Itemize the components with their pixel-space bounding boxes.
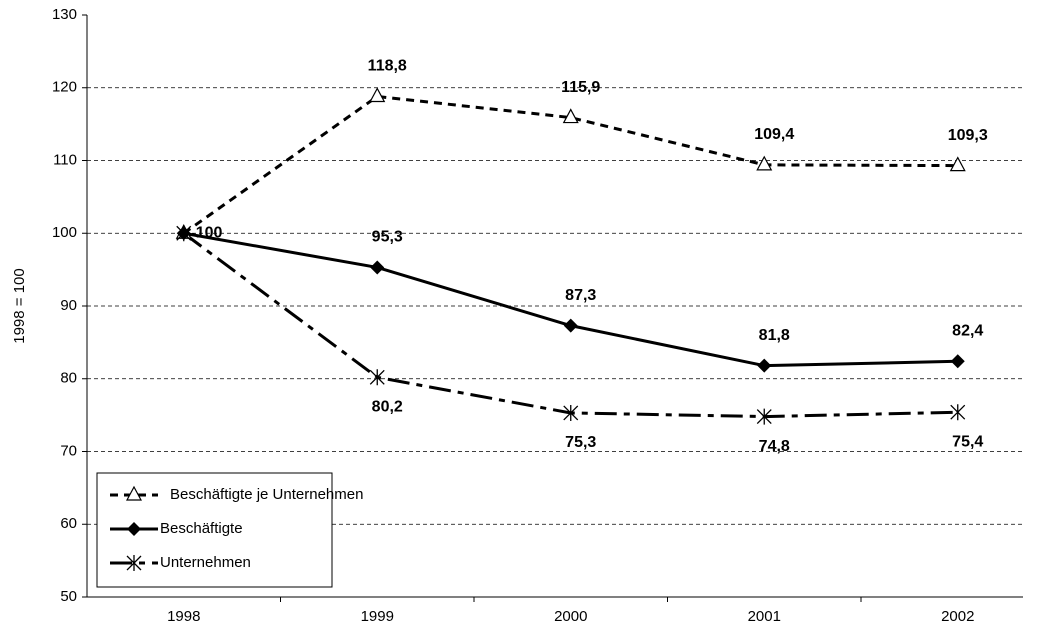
marker	[756, 155, 773, 171]
marker	[757, 358, 772, 373]
y-tick-label: 80	[60, 370, 77, 387]
y-tick-label: 110	[53, 151, 77, 168]
marker	[950, 404, 966, 421]
value-label: 109,4	[754, 126, 794, 143]
value-label: 75,3	[565, 434, 596, 451]
value-label: 75,4	[952, 433, 983, 450]
marker	[369, 369, 385, 386]
marker	[562, 108, 579, 124]
marker	[127, 522, 141, 536]
legend-label: Beschäftigte je Unternehmen	[170, 486, 363, 503]
y-tick-label: 100	[52, 224, 77, 241]
value-label: 109,3	[948, 127, 988, 144]
marker	[370, 260, 385, 275]
value-label: 74,8	[759, 438, 790, 455]
x-tick-label: 1998	[167, 608, 200, 625]
y-tick-label: 50	[60, 588, 77, 605]
marker	[126, 555, 142, 571]
series-line	[182, 94, 958, 235]
value-label: 81,8	[759, 327, 790, 344]
marker	[176, 225, 192, 242]
value-label: 95,3	[372, 229, 403, 246]
marker	[563, 404, 579, 421]
marker	[756, 408, 772, 425]
value-label: 118,8	[368, 58, 407, 75]
x-tick-label: 2000	[554, 608, 587, 625]
marker	[949, 156, 966, 172]
legend-label: Unternehmen	[160, 554, 251, 571]
x-tick-label: 2002	[941, 608, 974, 625]
y-tick-label: 70	[60, 442, 77, 459]
marker	[563, 318, 578, 333]
marker	[950, 354, 965, 369]
y-tick-label: 120	[52, 79, 77, 96]
y-tick-label: 90	[60, 297, 77, 314]
y-tick-label: 60	[60, 515, 77, 532]
legend: Beschäftigte je Unternehmen Beschäftigte U…	[96, 472, 363, 588]
legend-label: Beschäftigte	[160, 520, 243, 537]
x-tick-label: 1999	[361, 608, 394, 625]
value-label: 100	[196, 224, 223, 241]
marker	[369, 87, 386, 103]
value-label: 115,9	[561, 79, 600, 96]
x-tick-label: 2001	[748, 608, 781, 625]
marker	[125, 485, 143, 501]
value-label: 80,2	[372, 399, 403, 416]
value-label: 87,3	[565, 287, 596, 304]
value-label: 82,4	[952, 323, 983, 340]
y-tick-label: 130	[52, 6, 77, 23]
y-axis-label: 1998 = 100	[11, 268, 28, 344]
